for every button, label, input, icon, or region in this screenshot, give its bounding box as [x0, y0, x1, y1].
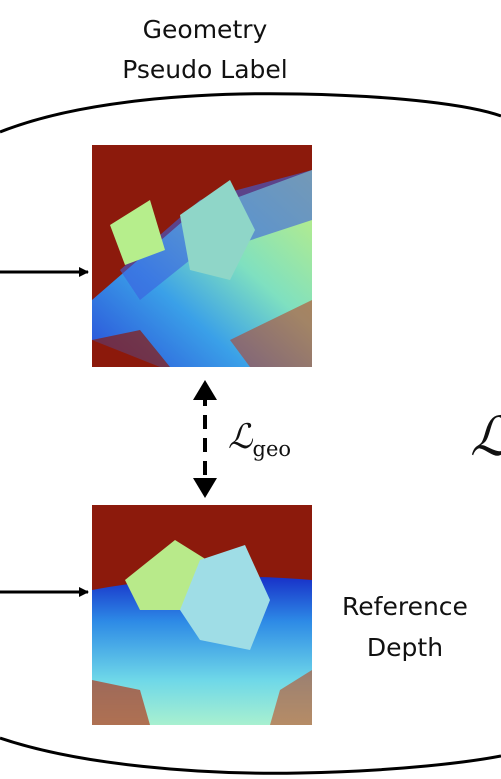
edge-symbol: ℒ — [470, 405, 501, 468]
header-line: Pseudo Label — [122, 55, 287, 84]
reference-label: Depth — [367, 633, 443, 662]
header-line: Geometry — [143, 15, 268, 44]
arrow-head — [193, 478, 217, 498]
outline-bottom — [0, 736, 501, 775]
loss-symbol: ℒ — [228, 417, 254, 457]
loss-subscript: geo — [253, 437, 292, 461]
reference-label: Reference — [342, 592, 468, 621]
reference-depth-image — [92, 505, 312, 725]
pseudo-label-image — [92, 145, 312, 367]
arrow-head — [193, 380, 217, 400]
outline-top — [0, 92, 501, 134]
loss-label: ℒgeo — [228, 417, 291, 461]
